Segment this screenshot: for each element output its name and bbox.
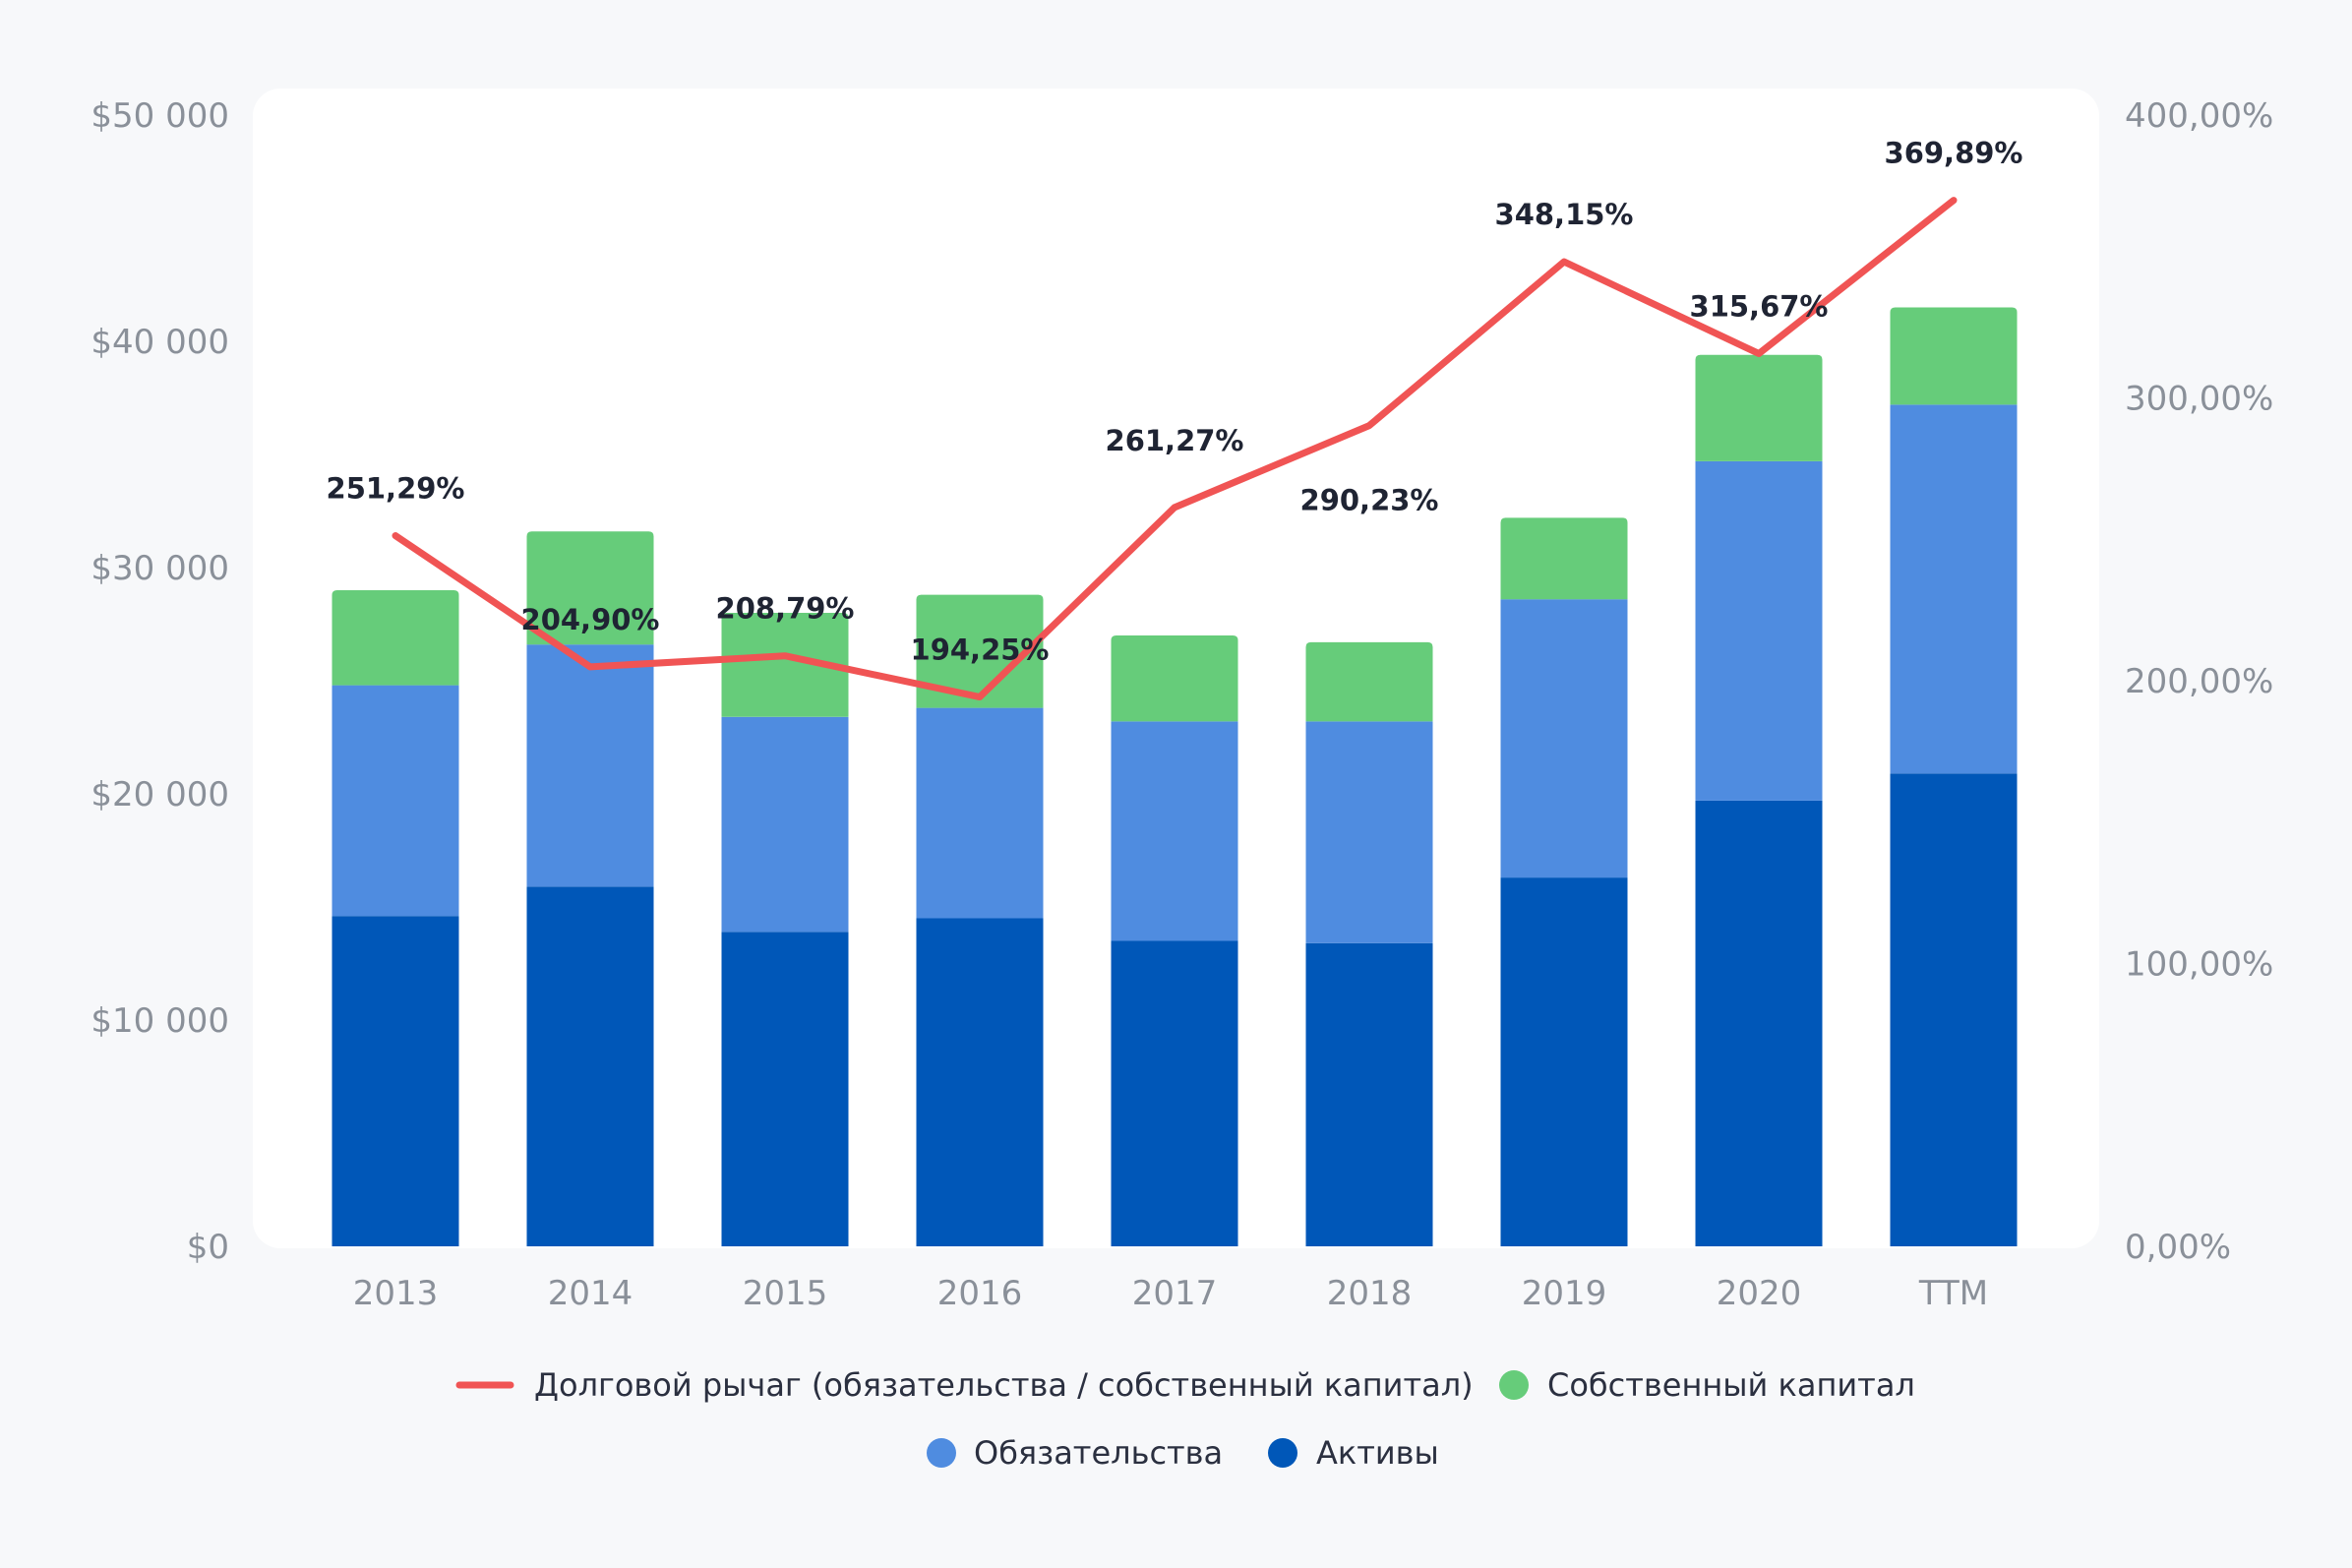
bar-segment [1111,721,1238,941]
leverage-data-label: 369,89% [1885,137,2023,170]
y-left-tick-label: $50 000 [90,96,229,136]
y-left-tick-label: $20 000 [90,775,229,814]
leverage-data-label: 204,90% [521,603,660,636]
y-left-tick-label: $10 000 [90,1001,229,1041]
x-tick-label: 2017 [1132,1274,1218,1313]
leverage-data-label: 315,67% [1690,289,1829,323]
bar-segment [916,594,1044,708]
leverage-line [392,197,1958,701]
bar-segment [526,886,654,1246]
bar-segment [332,916,459,1246]
leverage-line-path [392,197,1958,701]
bar-segment [1695,354,1823,461]
leverage-data-label: 261,27% [1106,424,1244,457]
bar-segment [1695,800,1823,1246]
bar-segment [1305,721,1433,943]
leverage-data-label: 194,25% [911,633,1050,667]
x-tick-label: 2016 [937,1274,1023,1313]
x-tick-label: 2019 [1522,1274,1607,1313]
bar-segment [1890,773,2018,1246]
y-right-tick-label: 400,00% [2125,96,2273,136]
bar-segment [332,590,459,686]
legend-label: Активы [1316,1434,1439,1472]
leverage-data-label: 348,15% [1495,198,1634,231]
bar-segment [1500,877,1628,1246]
y-left-tick-label: $0 [187,1228,229,1267]
bar-segment [1305,942,1433,1246]
y-left-tick-label: $30 000 [90,549,229,588]
legend-label: Долговой рычаг (обязательства / собствен… [534,1366,1474,1404]
y-right-tick-label: 200,00% [2125,662,2273,701]
bar-segment [1305,641,1433,722]
bar-segment [1500,517,1628,600]
x-tick-label: 2018 [1327,1274,1413,1313]
axes: $0 $10 000 $20 000 $30 000 $40 000 $50 000 0,0… [90,96,2273,1313]
legend-dot-swatch [1268,1438,1297,1468]
bar-segment [721,613,849,717]
bar-segment [1500,599,1628,878]
leverage-data-label: 208,79% [716,592,855,626]
leverage-data-label: 251,29% [327,472,465,506]
bar-segment [1111,635,1238,722]
y-right-tick-label: 0,00% [2125,1228,2231,1267]
leverage-data-label: 290,23% [1300,484,1439,517]
y-left-tick-label: $40 000 [90,323,229,362]
x-tick-label: TTM [1918,1274,1988,1313]
bar-segment [1111,940,1238,1246]
x-tick-label: 2020 [1717,1274,1802,1313]
bar-segment [721,716,849,933]
bar-segment [1890,404,2018,774]
data-labels: 251,29% 204,90% 208,79% 194,25% 261,27% 290,2… [327,137,2023,667]
bar-segment [1890,307,2018,405]
bar-segment [526,531,654,645]
legend-dot-swatch [927,1438,956,1468]
legend-dot-swatch [1499,1370,1529,1400]
legend-label: Обязательства [974,1434,1223,1472]
bar-segment [916,918,1044,1246]
bars [332,307,2018,1246]
bar-segment [721,932,849,1246]
x-tick-label: 2014 [548,1274,633,1313]
x-tick-label: 2013 [353,1274,439,1313]
bar-segment [1695,460,1823,801]
x-tick-label: 2015 [743,1274,828,1313]
bar-segment [916,707,1044,919]
legend: Долговой рычаг (обязательства / собствен… [455,1366,1915,1472]
y-right-tick-label: 100,00% [2125,945,2273,985]
y-right-tick-label: 300,00% [2125,380,2273,419]
bar-segment [526,644,654,887]
bar-segment [332,685,459,917]
legend-label: Собственный капитал [1547,1366,1915,1404]
